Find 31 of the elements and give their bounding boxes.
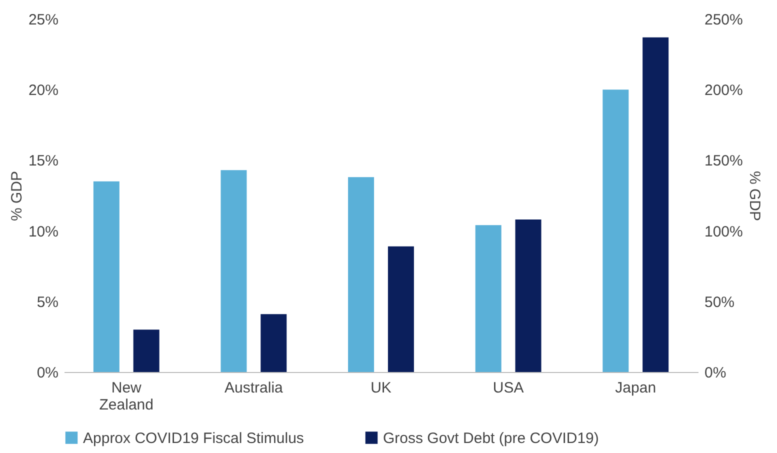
y-tick-label: 10% bbox=[28, 223, 58, 240]
bar bbox=[388, 246, 414, 372]
bar bbox=[642, 37, 669, 372]
x-tick-label: New Zealand bbox=[99, 380, 154, 414]
y2-axis-title: % GDP bbox=[746, 170, 763, 222]
y-axis-title: % GDP bbox=[8, 170, 26, 222]
bar bbox=[220, 170, 247, 372]
x-tick-label: Japan bbox=[615, 380, 656, 396]
y2-tick-label: 250% bbox=[704, 12, 743, 28]
y-tick-label: 5% bbox=[36, 294, 58, 311]
y2-tick-label: 0% bbox=[704, 364, 726, 382]
bar bbox=[133, 330, 160, 372]
bar bbox=[260, 314, 287, 372]
bar bbox=[602, 90, 629, 372]
y-tick-label: 20% bbox=[28, 82, 58, 100]
x-tick-label: Australia bbox=[224, 380, 284, 396]
y-tick-label: 0% bbox=[36, 364, 58, 382]
bar bbox=[93, 181, 120, 372]
y2-tick-label: 150% bbox=[704, 152, 743, 170]
legend-label: Approx COVID19 Fiscal Stimulus bbox=[83, 430, 304, 447]
x-tick-label: UK bbox=[370, 380, 392, 396]
y2-tick-label: 100% bbox=[704, 223, 743, 240]
bar bbox=[348, 177, 374, 372]
bar bbox=[475, 225, 502, 372]
x-tick-label: USA bbox=[492, 380, 524, 396]
y-tick-label: 15% bbox=[28, 152, 58, 170]
bar bbox=[515, 220, 542, 372]
y2-tick-label: 50% bbox=[704, 294, 735, 311]
y2-tick-label: 200% bbox=[704, 82, 743, 100]
y-tick-label: 25% bbox=[28, 12, 58, 28]
legend-label: Gross Govt Debt (pre COVID19) bbox=[383, 430, 599, 447]
